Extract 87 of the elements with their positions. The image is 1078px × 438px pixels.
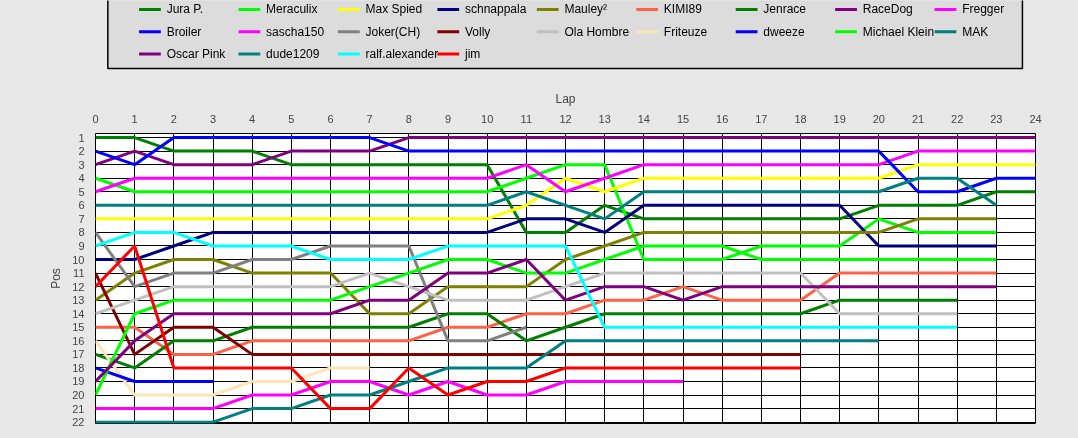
x-tick-label: 23 <box>990 112 1003 125</box>
y-tick-label: 5 <box>78 185 85 198</box>
y-tick-label: 15 <box>72 321 85 334</box>
line-series <box>95 298 959 370</box>
y-tick-label: 9 <box>78 239 85 252</box>
line-series <box>95 163 1036 221</box>
x-tick-label: 14 <box>637 112 650 125</box>
y-tick-label: 20 <box>72 389 85 402</box>
x-tick-label: 10 <box>481 112 494 125</box>
legend-label: dweeze <box>763 24 805 39</box>
legend-label: Ola Hombre <box>564 24 630 39</box>
y-tick-label: 18 <box>72 361 85 374</box>
line-series <box>95 339 372 397</box>
legend-label: Joker(CH) <box>365 24 421 39</box>
x-tick-label: 24 <box>1029 112 1042 125</box>
line-series <box>95 271 959 316</box>
x-tick-label: 17 <box>755 112 768 125</box>
legend-label: jim <box>463 46 481 61</box>
line-series <box>95 339 881 424</box>
x-tick-label: 7 <box>366 112 373 125</box>
x-tick-label: 9 <box>444 112 452 125</box>
line-series <box>95 258 998 383</box>
x-tick-label: 22 <box>951 112 964 125</box>
x-tick-label: 1 <box>131 112 138 125</box>
y-tick-label: 11 <box>73 267 85 280</box>
y-tick-label: 4 <box>78 172 85 185</box>
legend-label: dude1209 <box>266 46 320 61</box>
y-tick-label: 8 <box>78 226 85 239</box>
x-tick-label: 13 <box>598 112 611 125</box>
x-tick-label: 15 <box>676 112 690 125</box>
y-tick-label: 6 <box>78 199 85 212</box>
legend-label: MAK <box>962 24 989 39</box>
legend-label: RaceDog <box>862 2 913 17</box>
legend-label: Meraculix <box>266 2 318 17</box>
x-tick-label: 0 <box>92 112 99 125</box>
legend-label: Jura P. <box>166 2 204 17</box>
legend-label: ralf.alexander <box>365 46 439 61</box>
x-tick-label: 2 <box>170 112 177 125</box>
legend-label: Oscar Pink <box>166 46 227 61</box>
legend-label: Fregger <box>962 2 1005 17</box>
legend-label: Mauley² <box>564 2 608 17</box>
legend-label: KIMI89 <box>663 2 703 17</box>
x-tick-label: 4 <box>249 112 256 125</box>
legend-label: Volly <box>464 24 491 39</box>
x-tick-label: 21 <box>911 112 925 125</box>
y-tick-label: 10 <box>72 253 85 266</box>
y-tick-label: 2 <box>78 145 85 158</box>
y-tick-label: 21 <box>72 402 85 415</box>
x-tick-label: 11 <box>520 112 533 125</box>
x-axis-title: Lap <box>555 91 576 106</box>
y-tick-label: 12 <box>72 280 85 293</box>
legend-label: Michael Klein <box>862 24 935 39</box>
y-tick-label: 3 <box>78 158 85 171</box>
line-series <box>95 136 1036 234</box>
legend-label: schnappala <box>464 2 527 17</box>
legend-label: Friteuze <box>663 24 708 39</box>
line-series <box>95 230 959 329</box>
x-tick-label: 19 <box>833 112 846 125</box>
line-series <box>95 271 998 356</box>
x-tick-label: 18 <box>794 112 807 125</box>
line-series <box>95 149 1036 194</box>
line-series <box>95 176 998 221</box>
legend-label: Jenrace <box>763 2 807 17</box>
x-tick-label: 20 <box>872 112 885 125</box>
y-tick-label: 13 <box>72 294 85 307</box>
y-tick-label: 17 <box>72 348 85 361</box>
y-tick-label: 14 <box>72 307 85 320</box>
x-tick-label: 8 <box>405 112 412 125</box>
x-tick-label: 12 <box>559 112 572 125</box>
x-tick-label: 16 <box>716 112 729 125</box>
legend-label: Broiler <box>166 24 202 39</box>
y-tick-label: 16 <box>72 334 85 347</box>
legend-label: sascha150 <box>266 24 325 39</box>
line-series <box>95 230 528 343</box>
y-tick-label: 1 <box>78 131 85 144</box>
y-tick-label: 7 <box>78 212 85 225</box>
line-series <box>95 136 1036 194</box>
y-tick-label: 19 <box>72 375 85 388</box>
legend-label: Max Spied <box>365 2 423 17</box>
x-tick-label: 6 <box>327 112 334 125</box>
line-series <box>95 203 998 262</box>
x-tick-label: 3 <box>209 112 217 125</box>
x-tick-label: 5 <box>288 112 295 125</box>
y-axis-title: Pos <box>49 268 64 289</box>
line-series <box>95 244 802 411</box>
y-tick-label: 22 <box>72 416 85 429</box>
line-series <box>95 217 998 316</box>
